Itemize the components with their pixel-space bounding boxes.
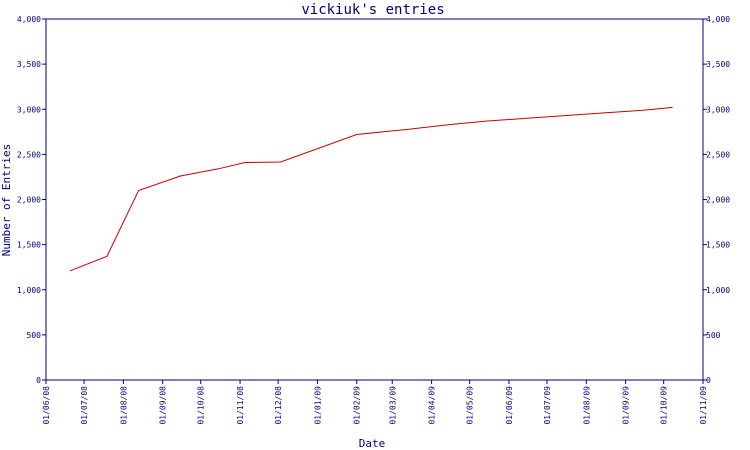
y-tick-label-right: 500 xyxy=(706,331,721,340)
x-tick-label: 01/11/09 xyxy=(699,386,708,425)
y-axis-ticks: 0 0 500 500 1,000 1,000 1,500 1,500 2,000 2,000 2,… xyxy=(17,15,730,385)
x-axis-label: Date xyxy=(359,437,386,450)
y-tick-label-right: 2,500 xyxy=(706,150,730,159)
y-tick-label-right: 2,000 xyxy=(706,196,730,205)
x-tick-label: 01/10/09 xyxy=(660,386,669,425)
y-tick-label-right: 0 xyxy=(706,376,711,385)
y-tick-label-right: 3,000 xyxy=(706,105,730,114)
x-tick-label: 01/11/08 xyxy=(236,386,245,425)
y-axis-label: Number of Entries xyxy=(0,144,13,257)
x-tick-label: 01/05/09 xyxy=(466,386,475,425)
y-tick-label-left: 1,000 xyxy=(17,286,41,295)
x-tick-label: 01/09/09 xyxy=(622,386,631,425)
y-tick-label-right: 3,500 xyxy=(706,60,730,69)
y-tick-label-left: 2,500 xyxy=(17,150,41,159)
x-tick-label: 01/09/08 xyxy=(159,386,168,425)
x-tick-label: 01/07/09 xyxy=(543,386,552,425)
y-tick-label-left: 3,500 xyxy=(17,60,41,69)
x-tick-label: 01/08/09 xyxy=(582,386,591,425)
x-tick-label: 01/12/08 xyxy=(274,386,283,425)
x-tick-label: 01/06/08 xyxy=(42,386,51,425)
x-tick-label: 01/03/09 xyxy=(388,386,397,425)
y-tick-label-right: 1,000 xyxy=(706,286,730,295)
x-tick-label: 01/08/08 xyxy=(119,386,128,425)
x-tick-label: 01/01/09 xyxy=(313,386,322,425)
y-tick-label-left: 4,000 xyxy=(17,15,41,24)
x-tick-label: 01/07/08 xyxy=(80,386,89,425)
y-tick-label-left: 0 xyxy=(36,376,41,385)
y-tick-label-left: 1,500 xyxy=(17,241,41,250)
x-tick-label: 01/04/09 xyxy=(428,386,437,425)
y-tick-label-left: 2,000 xyxy=(17,196,41,205)
x-axis-ticks: 01/06/08 01/07/08 01/08/08 01/09/08 01/10/08… xyxy=(42,380,708,425)
y-tick-label-right: 4,000 xyxy=(706,15,730,24)
axes xyxy=(45,18,704,381)
y-tick-label-right: 1,500 xyxy=(706,241,730,250)
y-tick-label-left: 500 xyxy=(27,331,42,340)
x-tick-label: 01/02/09 xyxy=(353,386,362,425)
series-line xyxy=(69,106,673,272)
series-group xyxy=(69,106,673,272)
chart-title: vickiuk's entries xyxy=(301,2,444,18)
plot-frame xyxy=(45,18,704,381)
x-tick-label: 01/10/08 xyxy=(197,386,206,425)
x-tick-label: 01/06/09 xyxy=(505,386,514,425)
y-tick-label-left: 3,000 xyxy=(17,105,41,114)
